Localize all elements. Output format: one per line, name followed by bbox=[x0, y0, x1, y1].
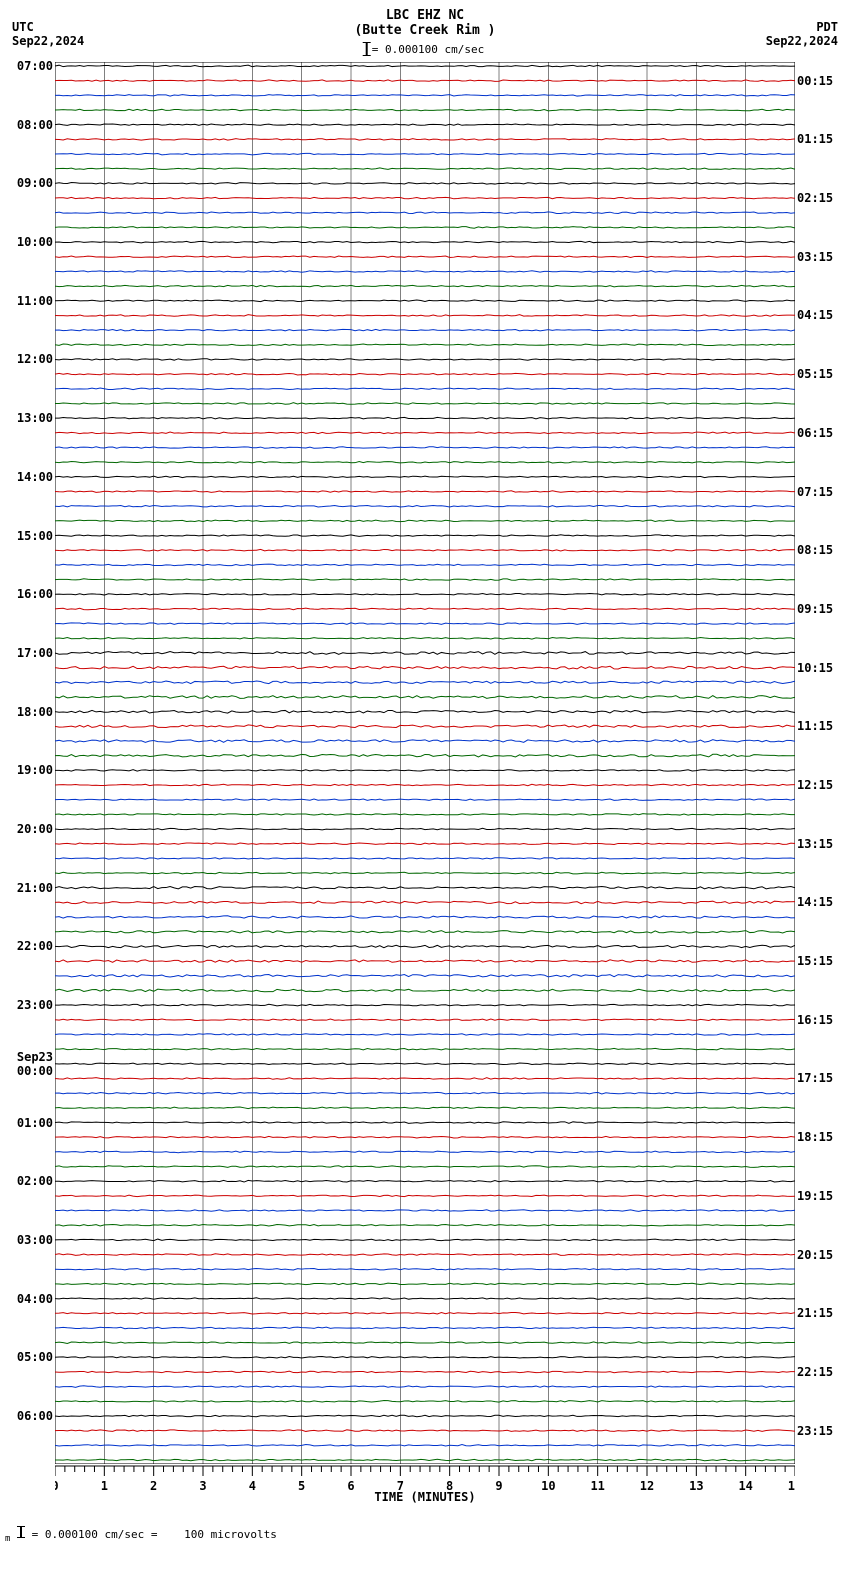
x-axis-label: TIME (MINUTES) bbox=[374, 1490, 475, 1504]
right-time-labels: 00:15 01:15 02:15 03:15 04:15 05:15 06:15 07:15… bbox=[795, 62, 850, 1464]
right-time-label: 16:15 bbox=[797, 1013, 833, 1027]
left-time-label: 12:00 bbox=[17, 352, 53, 366]
left-time-label: 01:00 bbox=[17, 1116, 53, 1130]
left-time-label: 04:00 bbox=[17, 1292, 53, 1306]
header: UTC Sep22,2024 LBC EHZ NC (Butte Creek R… bbox=[0, 0, 850, 60]
tz-left-date: Sep22,2024 bbox=[12, 34, 84, 48]
right-time-label: 14:15 bbox=[797, 895, 833, 909]
left-time-label: 20:00 bbox=[17, 822, 53, 836]
left-time-label: 05:00 bbox=[17, 1350, 53, 1364]
scale-bar-icon bbox=[366, 42, 368, 56]
helicorder-svg bbox=[55, 62, 795, 1464]
left-time-label: 09:00 bbox=[17, 176, 53, 190]
tz-right-date: Sep22,2024 bbox=[766, 34, 838, 48]
svg-text:11: 11 bbox=[590, 1479, 604, 1493]
left-time-label: 16:00 bbox=[17, 587, 53, 601]
svg-text:2: 2 bbox=[150, 1479, 157, 1493]
left-time-label: 21:00 bbox=[17, 881, 53, 895]
svg-text:4: 4 bbox=[249, 1479, 256, 1493]
left-time-label: 02:00 bbox=[17, 1174, 53, 1188]
right-time-label: 12:15 bbox=[797, 778, 833, 792]
svg-text:3: 3 bbox=[199, 1479, 206, 1493]
tz-left-label: UTC bbox=[12, 20, 84, 34]
right-time-label: 07:15 bbox=[797, 485, 833, 499]
left-time-label: 08:00 bbox=[17, 118, 53, 132]
left-time-label: 19:00 bbox=[17, 763, 53, 777]
right-time-label: 18:15 bbox=[797, 1130, 833, 1144]
left-time-label: 13:00 bbox=[17, 411, 53, 425]
right-time-label: 06:15 bbox=[797, 426, 833, 440]
plot-area bbox=[55, 62, 795, 1464]
left-time-label: 23:00 bbox=[17, 998, 53, 1012]
footer-scale-m: m bbox=[5, 1534, 10, 1544]
svg-text:10: 10 bbox=[541, 1479, 555, 1493]
left-time-label: 22:00 bbox=[17, 939, 53, 953]
station-name: (Butte Creek Rim ) bbox=[355, 23, 496, 38]
svg-text:5: 5 bbox=[298, 1479, 305, 1493]
right-time-label: 00:15 bbox=[797, 74, 833, 88]
left-time-label: 17:00 bbox=[17, 646, 53, 660]
right-time-label: 23:15 bbox=[797, 1424, 833, 1438]
right-time-label: 03:15 bbox=[797, 250, 833, 264]
right-time-label: 19:15 bbox=[797, 1189, 833, 1203]
right-time-label: 21:15 bbox=[797, 1306, 833, 1320]
left-time-label: 14:00 bbox=[17, 470, 53, 484]
right-time-label: 17:15 bbox=[797, 1071, 833, 1085]
left-time-label: 03:00 bbox=[17, 1233, 53, 1247]
left-time-label: 15:00 bbox=[17, 529, 53, 543]
left-time-label: 07:00 bbox=[17, 59, 53, 73]
svg-text:12: 12 bbox=[640, 1479, 654, 1493]
svg-text:13: 13 bbox=[689, 1479, 703, 1493]
svg-text:1: 1 bbox=[101, 1479, 108, 1493]
tz-right-label: PDT bbox=[766, 20, 838, 34]
title-block: LBC EHZ NC (Butte Creek Rim ) bbox=[355, 8, 496, 38]
right-time-label: 10:15 bbox=[797, 661, 833, 675]
footer-scale-suffix: 100 microvolts bbox=[184, 1528, 277, 1541]
x-axis: 0123456789101112131415 TIME (MINUTES) bbox=[55, 1464, 795, 1504]
svg-text:14: 14 bbox=[738, 1479, 752, 1493]
left-time-label: Sep23 00:00 bbox=[17, 1050, 53, 1078]
footer-scale-prefix: = 0.000100 cm/sec = bbox=[32, 1528, 158, 1541]
svg-text:0: 0 bbox=[55, 1479, 59, 1493]
svg-text:15: 15 bbox=[788, 1479, 795, 1493]
scale-indicator: = 0.000100 cm/sec bbox=[366, 42, 485, 56]
station-code: LBC EHZ NC bbox=[355, 8, 496, 23]
svg-text:6: 6 bbox=[347, 1479, 354, 1493]
right-time-label: 22:15 bbox=[797, 1365, 833, 1379]
right-time-label: 04:15 bbox=[797, 308, 833, 322]
right-time-label: 15:15 bbox=[797, 954, 833, 968]
left-time-label: 11:00 bbox=[17, 294, 53, 308]
footer-scale-bar-icon bbox=[20, 1526, 22, 1538]
tz-left-block: UTC Sep22,2024 bbox=[12, 20, 84, 48]
left-time-label: 18:00 bbox=[17, 705, 53, 719]
right-time-label: 11:15 bbox=[797, 719, 833, 733]
right-time-label: 01:15 bbox=[797, 132, 833, 146]
helicorder-container: UTC Sep22,2024 LBC EHZ NC (Butte Creek R… bbox=[0, 0, 850, 1584]
left-time-label: 10:00 bbox=[17, 235, 53, 249]
footer-scale-note: m = 0.000100 cm/sec = 100 microvolts bbox=[5, 1526, 277, 1544]
right-time-label: 20:15 bbox=[797, 1248, 833, 1262]
right-time-label: 02:15 bbox=[797, 191, 833, 205]
svg-text:9: 9 bbox=[495, 1479, 502, 1493]
left-time-labels: 07:00 08:00 09:00 10:00 11:00 12:00 13:00 14:00… bbox=[0, 62, 55, 1464]
left-time-label: 06:00 bbox=[17, 1409, 53, 1423]
right-time-label: 09:15 bbox=[797, 602, 833, 616]
tz-right-block: PDT Sep22,2024 bbox=[766, 20, 838, 48]
right-time-label: 08:15 bbox=[797, 543, 833, 557]
right-time-label: 13:15 bbox=[797, 837, 833, 851]
scale-text: = 0.000100 cm/sec bbox=[372, 43, 485, 56]
right-time-label: 05:15 bbox=[797, 367, 833, 381]
